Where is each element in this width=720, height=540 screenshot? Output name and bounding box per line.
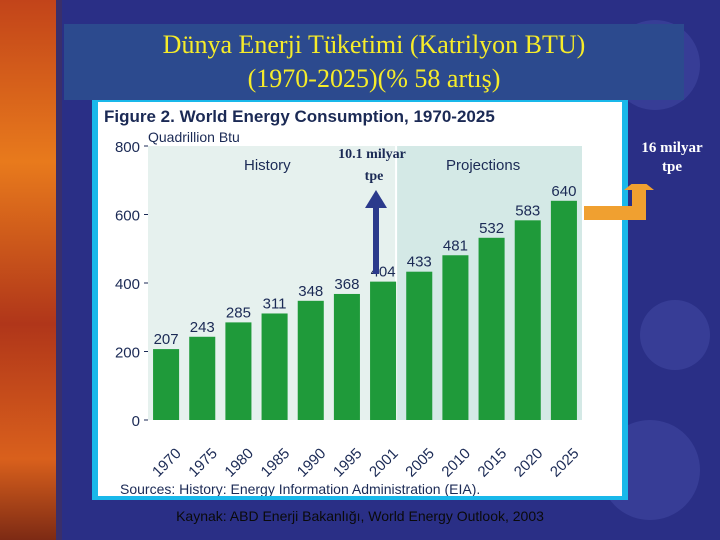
bar-1975 bbox=[189, 336, 216, 420]
bar-value-label: 311 bbox=[263, 295, 287, 312]
slide-title-line1: Dünya Enerji Tüketimi (Katrilyon BTU) bbox=[162, 30, 586, 59]
y-axis-label: Quadrillion Btu bbox=[148, 129, 240, 145]
bar-value-label: 583 bbox=[515, 202, 540, 219]
x-tick-label: 1975 bbox=[185, 445, 221, 481]
right-arrow-icon bbox=[584, 184, 654, 220]
x-tick-label: 1980 bbox=[221, 445, 257, 481]
energy-consumption-chart: Figure 2. World Energy Consumption, 1970… bbox=[104, 107, 583, 496]
bar-2010 bbox=[442, 255, 469, 420]
x-tick-label: 2005 bbox=[402, 445, 438, 481]
projections-label: Projections bbox=[446, 157, 520, 174]
y-tick-label: 400 bbox=[115, 276, 140, 293]
bar-2020 bbox=[514, 220, 541, 420]
x-tick-label: 1970 bbox=[149, 445, 185, 481]
x-tick-label: 1985 bbox=[258, 445, 294, 481]
y-tick-label: 0 bbox=[132, 413, 140, 430]
bar-value-label: 433 bbox=[407, 254, 432, 271]
up-arrow-icon bbox=[365, 190, 387, 274]
bar-2025 bbox=[550, 200, 577, 420]
x-tick-label: 2010 bbox=[438, 445, 474, 481]
bar-value-label: 243 bbox=[190, 319, 215, 336]
chart-sources: Sources: History: Energy Information Adm… bbox=[120, 481, 480, 496]
projection-note: 16 milyar tpe bbox=[630, 139, 714, 177]
projection-note-line1: 16 milyar bbox=[641, 140, 703, 156]
bar-value-label: 285 bbox=[226, 304, 251, 321]
bar-1995 bbox=[333, 293, 360, 420]
x-tick-label: 2015 bbox=[475, 445, 511, 481]
decorative-circle bbox=[640, 300, 710, 370]
arrow-note-line2: tpe bbox=[365, 169, 384, 184]
x-tick-label: 2020 bbox=[511, 445, 547, 481]
bar-value-label: 348 bbox=[298, 283, 323, 300]
decorative-left-strip bbox=[0, 0, 62, 540]
x-tick-label: 1995 bbox=[330, 445, 366, 481]
bars bbox=[153, 200, 577, 420]
y-axis-ticks: 0 200 400 600 800 bbox=[115, 139, 148, 430]
bar-value-label: 207 bbox=[154, 331, 179, 348]
chart-title: Figure 2. World Energy Consumption, 1970… bbox=[104, 107, 495, 126]
bar-2005 bbox=[406, 271, 433, 420]
bar-value-label: 640 bbox=[551, 183, 576, 200]
bar-1990 bbox=[297, 300, 324, 420]
bar-value-label: 368 bbox=[334, 276, 359, 293]
slide-title: Dünya Enerji Tüketimi (Katrilyon BTU) (1… bbox=[64, 24, 684, 100]
bar-2001 bbox=[370, 281, 397, 420]
x-tick-label: 2001 bbox=[366, 445, 402, 481]
x-tick-label: 1990 bbox=[294, 445, 330, 481]
x-axis-ticks: 1970 1975 1980 1985 1990 1995 2001 2005 2010 2015… bbox=[149, 445, 582, 481]
y-tick-label: 200 bbox=[115, 345, 140, 362]
projection-note-line2: tpe bbox=[662, 159, 682, 175]
bar-1970 bbox=[153, 349, 180, 420]
y-tick-label: 800 bbox=[115, 139, 140, 156]
y-tick-label: 600 bbox=[115, 208, 140, 225]
x-tick-label: 2025 bbox=[547, 445, 583, 481]
history-label: History bbox=[244, 157, 291, 174]
slide-title-line2: (1970-2025)(% 58 artış) bbox=[247, 64, 501, 93]
bar-value-label: 481 bbox=[443, 237, 468, 254]
bar-2015 bbox=[478, 237, 505, 420]
arrow-note-line1: 10.1 milyar bbox=[338, 147, 406, 162]
source-note: Kaynak: ABD Enerji Bakanlığı, World Ener… bbox=[176, 508, 544, 524]
bar-value-label: 532 bbox=[479, 220, 504, 237]
bar-1980 bbox=[225, 322, 252, 420]
bar-1985 bbox=[261, 313, 288, 420]
